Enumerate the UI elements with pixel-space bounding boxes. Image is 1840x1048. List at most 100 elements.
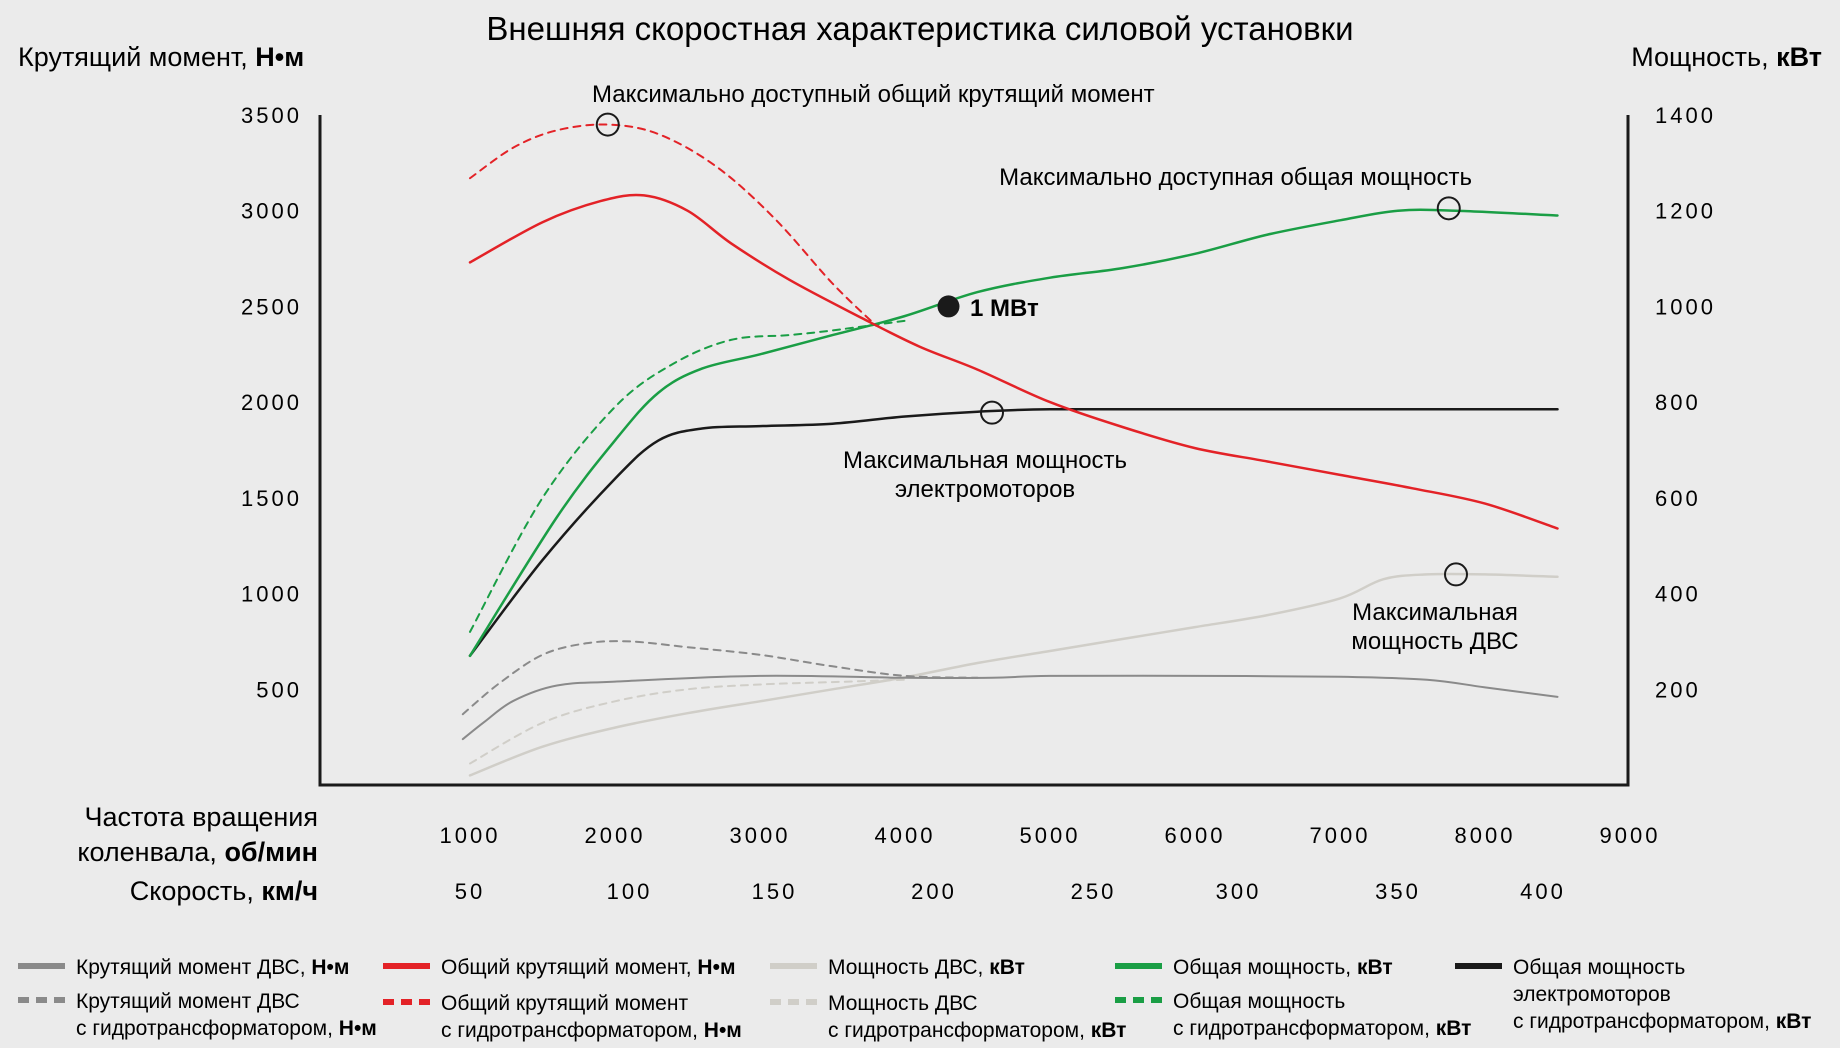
legend-label-3: с гидротрансформатором, Н•м <box>441 1019 742 1042</box>
legend-unit: Н•м <box>697 956 735 979</box>
legend-label-8: с гидротрансформатором, кВт <box>1513 1010 1811 1033</box>
series-line-2 <box>468 193 1559 530</box>
y-left-ticks: 500 1000 1500 2000 2500 3000 3500 <box>241 103 302 702</box>
x-rpm-tick-label: 9000 <box>1600 823 1661 848</box>
series-line-3 <box>469 123 877 327</box>
legend-unit: кВт <box>1436 1017 1472 1040</box>
x-speed-tick-label: 150 <box>752 879 798 904</box>
legend-label-8: Общая мощность <box>1513 956 1685 979</box>
x-speed-ticks: 50 100 150 200 250 300 350 400 <box>455 879 1566 904</box>
y-left-tick-label: 1500 <box>241 486 302 511</box>
legend-label-1: Крутящий момент ДВС <box>76 990 300 1013</box>
y-left-tick-label: 500 <box>256 677 302 702</box>
annotation-marker-open <box>1444 562 1468 587</box>
annotation-label-line: Максимальная мощность <box>843 447 1127 474</box>
x-speed-label: Скорость, км/ч <box>130 876 318 906</box>
series-line-6 <box>468 208 1559 658</box>
series-layer <box>461 123 1559 777</box>
legend-text: с гидротрансформатором, <box>1173 1017 1436 1040</box>
legend-text: Общий крутящий момент, <box>441 956 697 979</box>
legend-text: с гидротрансформатором, <box>1513 1010 1776 1033</box>
legend-text: Общая мощность <box>1173 990 1345 1013</box>
legend-text: с гидротрансформатором, <box>828 1019 1091 1042</box>
series-line-1 <box>461 640 979 716</box>
legend-label-1: с гидротрансформатором, Н•м <box>76 1017 377 1040</box>
legend-label-6: Общая мощность, кВт <box>1173 956 1393 979</box>
x-rpm-tick-label: 2000 <box>585 823 646 848</box>
y-right-tick-label: 400 <box>1655 582 1701 607</box>
legend-label-2: Общий крутящий момент, Н•м <box>441 956 735 979</box>
annotation-label-line: электромоторов <box>895 476 1075 503</box>
x-speed-tick-label: 400 <box>1520 879 1566 904</box>
annotation-marker-filled <box>937 295 960 318</box>
annotation-label: 1 МВт <box>970 295 1039 322</box>
x-rpm-label-text: коленвала, <box>77 837 224 867</box>
legend-label-5: Мощность ДВС <box>828 992 978 1015</box>
legend-text: Общая мощность <box>1513 956 1685 979</box>
legend-unit: кВт <box>1776 1010 1812 1033</box>
x-rpm-tick-label: 4000 <box>875 823 936 848</box>
series-line-0 <box>461 674 1559 741</box>
legend-unit: кВт <box>989 956 1025 979</box>
legend-label-7: с гидротрансформатором, кВт <box>1173 1017 1471 1040</box>
y-right-tick-label: 1400 <box>1655 103 1716 128</box>
legend-unit: кВт <box>1357 956 1393 979</box>
x-speed-tick-label: 350 <box>1375 879 1421 904</box>
axis-frame <box>318 115 1630 787</box>
x-rpm-label-line1: Частота вращения <box>85 802 319 832</box>
y-right-tick-label: 800 <box>1655 390 1701 415</box>
y-right-label: Мощность, кВт <box>1631 42 1822 72</box>
y-left-tick-label: 2000 <box>241 390 302 415</box>
annotation-marker-open <box>595 112 620 137</box>
y-left-tick-label: 1000 <box>241 582 302 607</box>
legend-label-4: Мощность ДВС, кВт <box>828 956 1025 979</box>
x-speed-tick-label: 200 <box>911 879 957 904</box>
x-speed-label-text: Скорость, <box>130 876 262 906</box>
legend-text: Крутящий момент ДВС, <box>76 956 311 979</box>
legend-text: Мощность ДВС, <box>828 956 989 979</box>
series-line-8 <box>468 407 1559 658</box>
legend-text: Крутящий момент ДВС <box>76 990 300 1013</box>
y-left-tick-label: 2500 <box>241 294 302 319</box>
y-right-tick-label: 600 <box>1655 486 1701 511</box>
annotation-label: Максимально доступный общий крутящий мом… <box>592 81 1155 108</box>
legend-text: с гидротрансформатором, <box>76 1017 339 1040</box>
x-speed-tick-label: 250 <box>1071 879 1117 904</box>
x-rpm-tick-label: 5000 <box>1020 823 1081 848</box>
x-rpm-tick-label: 3000 <box>730 823 791 848</box>
legend-label-5: с гидротрансформатором, кВт <box>828 1019 1126 1042</box>
y-right-unit: кВт <box>1776 42 1822 72</box>
series-line-7 <box>469 319 906 633</box>
y-left-label: Крутящий момент, Н•м <box>18 42 304 72</box>
y-left-unit: Н•м <box>255 42 304 72</box>
y-right-tick-label: 1200 <box>1655 199 1716 224</box>
y-right-tick-label: 200 <box>1655 677 1701 702</box>
annotation-label-line: мощность ДВС <box>1351 628 1518 655</box>
legend-label-3: Общий крутящий момент <box>441 992 688 1015</box>
annotation-marker-open <box>980 400 1004 425</box>
y-left-label-text: Крутящий момент, <box>18 42 255 72</box>
x-speed-tick-label: 300 <box>1216 879 1262 904</box>
x-rpm-ticks: 1000 2000 3000 4000 5000 6000 7000 8000 9000 <box>440 823 1661 848</box>
y-left-tick-label: 3000 <box>241 199 302 224</box>
x-speed-tick-label: 100 <box>607 879 653 904</box>
legend-label-7: Общая мощность <box>1173 990 1345 1013</box>
legend-text: с гидротрансформатором, <box>441 1019 704 1042</box>
y-left-tick-label: 3500 <box>241 103 302 128</box>
legend-text: Мощность ДВС <box>828 992 978 1015</box>
x-rpm-tick-label: 1000 <box>440 823 501 848</box>
series-line-5 <box>469 678 906 765</box>
x-rpm-label-line2: коленвала, об/мин <box>77 837 318 867</box>
legend-text: электромоторов <box>1513 983 1671 1006</box>
annotation-label-line: Максимальная <box>1352 599 1518 626</box>
series-line-4 <box>468 572 1559 777</box>
annotation-marker-open <box>1436 196 1461 221</box>
legend-unit: Н•м <box>339 1017 377 1040</box>
x-speed-unit: км/ч <box>261 876 318 906</box>
x-rpm-unit: об/мин <box>224 837 318 867</box>
legend-unit: Н•м <box>704 1019 742 1042</box>
x-rpm-tick-label: 7000 <box>1310 823 1371 848</box>
legend-text: Общая мощность, <box>1173 956 1357 979</box>
y-right-tick-label: 1000 <box>1655 294 1716 319</box>
